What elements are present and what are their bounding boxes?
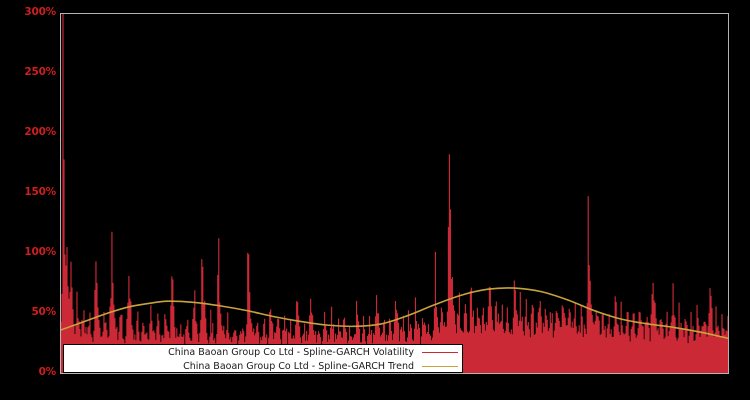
legend-swatch-volatility <box>422 352 458 353</box>
y-tick-label: 100% <box>24 246 56 258</box>
legend-label-volatility: China Baoan Group Co Ltd - Spline-GARCH … <box>168 346 414 358</box>
legend-label-trend: China Baoan Group Co Ltd - Spline-GARCH … <box>183 360 414 372</box>
legend-entry-volatility: China Baoan Group Co Ltd - Spline-GARCH … <box>64 346 462 359</box>
chart-legend: China Baoan Group Co Ltd - Spline-GARCH … <box>63 344 463 373</box>
y-axis: 300% 250% 200% 150% 100% 50% 0% <box>0 0 56 400</box>
legend-entry-trend: China Baoan Group Co Ltd - Spline-GARCH … <box>64 360 462 373</box>
y-tick-label: 0% <box>38 366 57 378</box>
y-tick-label: 250% <box>24 66 56 78</box>
y-tick-label: 150% <box>24 186 56 198</box>
y-tick-label: 300% <box>24 6 56 18</box>
y-tick-label: 50% <box>31 306 56 318</box>
legend-swatch-trend <box>422 366 458 367</box>
y-tick-label: 200% <box>24 126 56 138</box>
chart-canvas <box>61 14 728 373</box>
trend-series <box>61 287 728 340</box>
plot-area <box>60 13 729 374</box>
volatility-series <box>61 14 728 373</box>
